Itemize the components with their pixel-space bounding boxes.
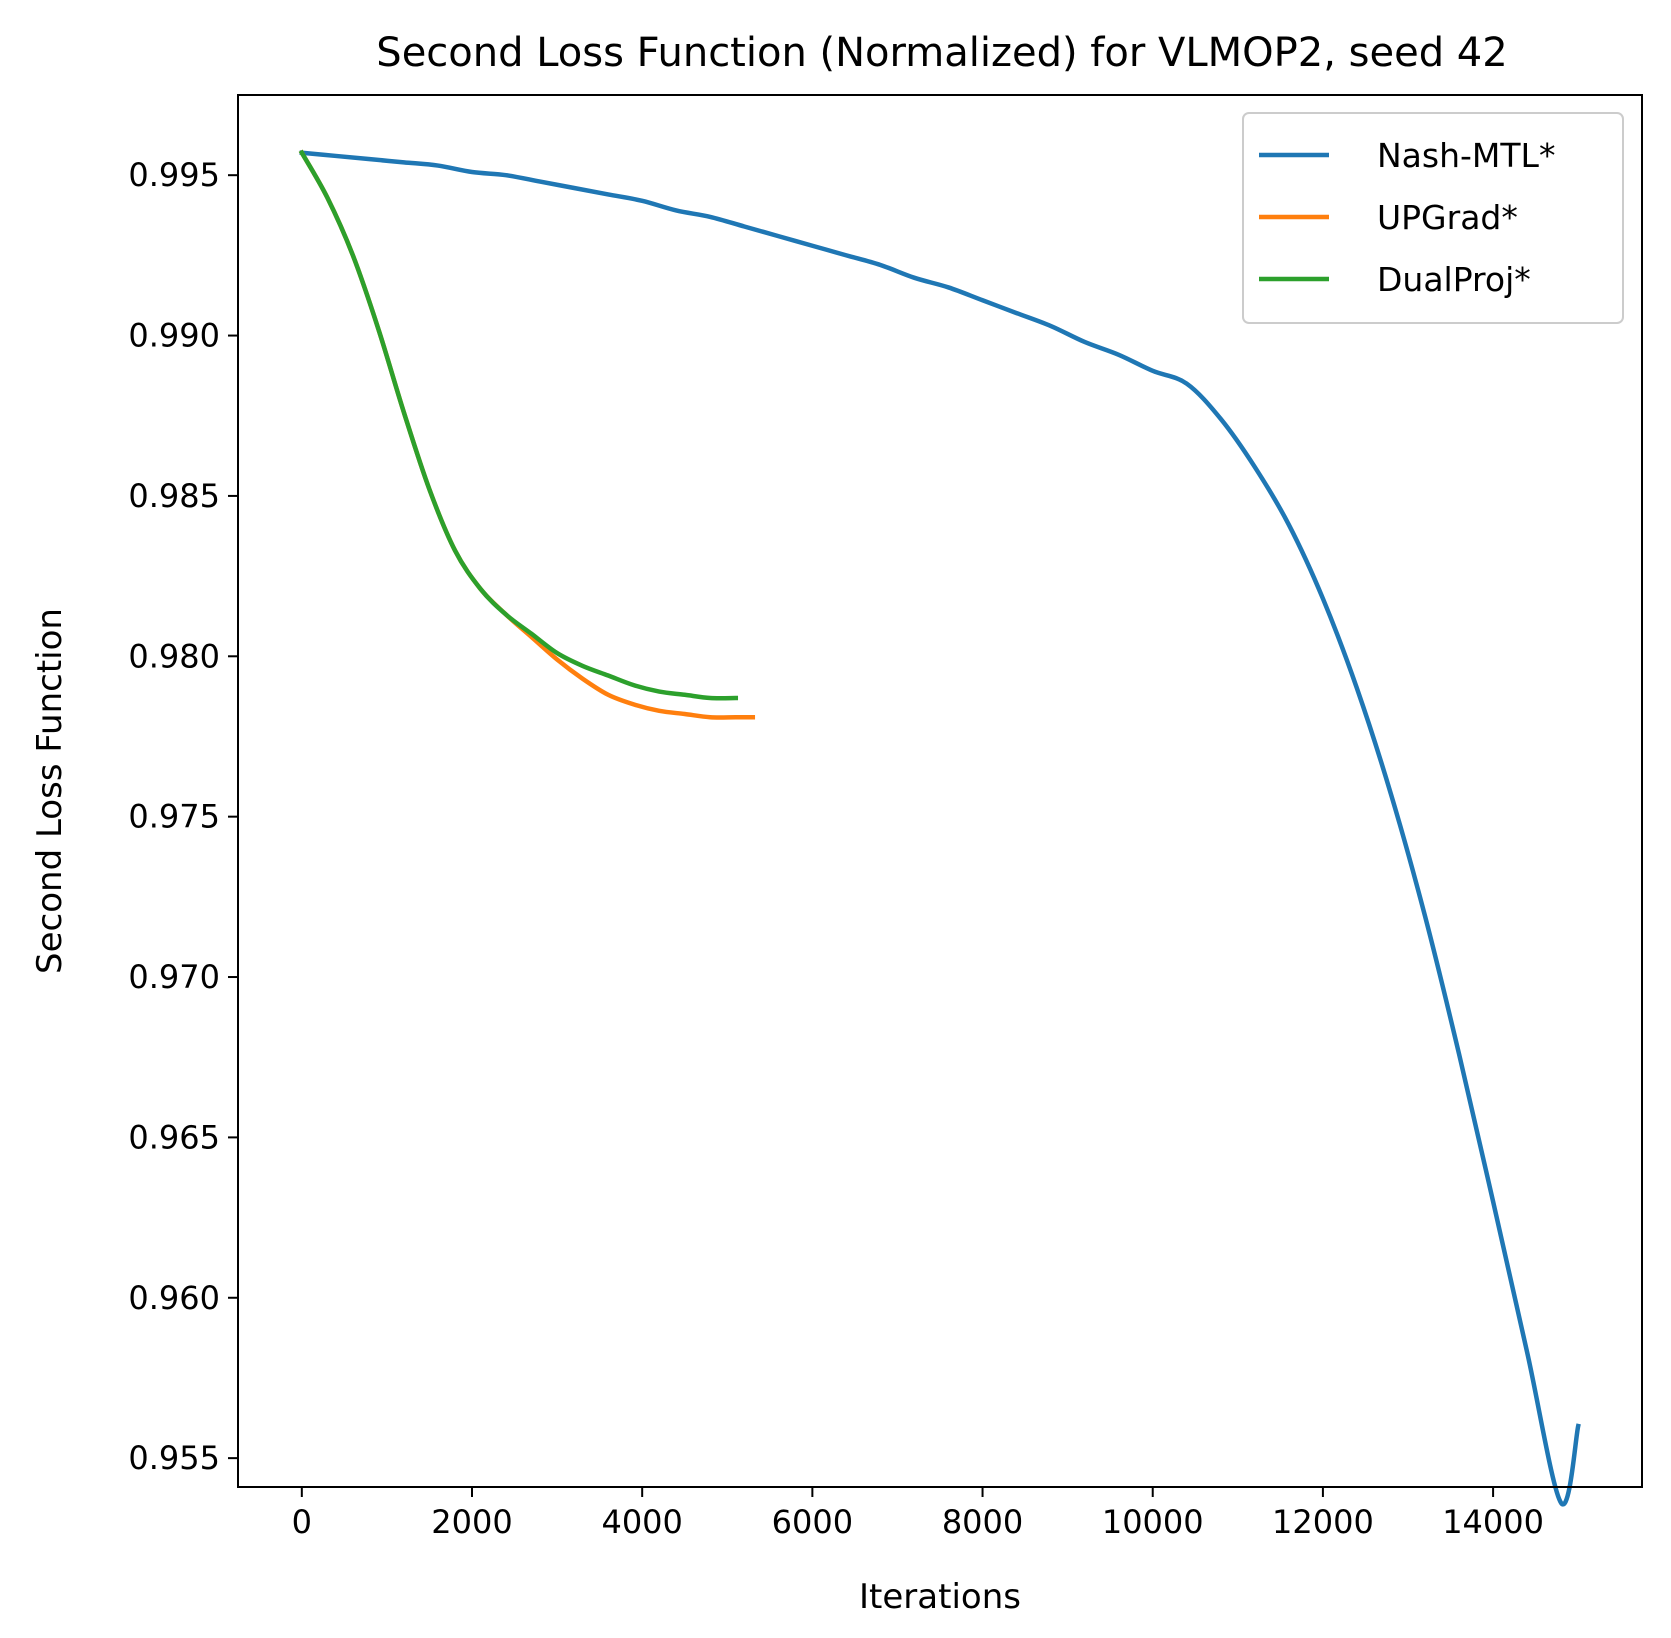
x-tick-label: 10000: [1102, 1503, 1204, 1541]
plot-frame: [237, 94, 1643, 1488]
y-tick-label: 0.980: [128, 637, 220, 675]
legend: Nash-MTL* UPGrad* DualProj*: [1242, 112, 1624, 324]
y-tick-label: 0.970: [128, 958, 220, 996]
y-tick-label: 0.960: [128, 1279, 220, 1317]
x-tick-label: 4000: [601, 1503, 682, 1541]
y-tick-label: 0.975: [128, 798, 220, 836]
x-tick-label: 14000: [1442, 1503, 1544, 1541]
x-tick-label: 0: [292, 1503, 312, 1541]
y-tick-label: 0.965: [128, 1118, 220, 1156]
x-tick-label: 2000: [431, 1503, 512, 1541]
legend-label: UPGrad*: [1377, 198, 1518, 237]
series-line-0: [299, 150, 1581, 1507]
x-tick-label: 8000: [942, 1503, 1023, 1541]
chart-title: Second Loss Function (Normalized) for VL…: [376, 30, 1507, 76]
series-line-2: [298, 149, 739, 701]
legend-box: [1242, 112, 1624, 324]
y-axis: 0.955 0.960 0.965 0.970 0.975 0.980 0.985 0.990…: [128, 156, 238, 1477]
x-tick-label: 6000: [772, 1503, 853, 1541]
x-axis: 0 2000 4000 6000 8000 10000 12000 14000: [292, 1487, 1544, 1541]
legend-label: DualProj*: [1377, 260, 1531, 299]
y-axis-label: Second Loss Function: [30, 608, 70, 974]
x-axis-label: Iterations: [859, 1577, 1021, 1617]
x-tick-label: 12000: [1272, 1503, 1374, 1541]
y-tick-label: 0.955: [128, 1439, 220, 1477]
y-tick-label: 0.985: [128, 477, 220, 515]
legend-label: Nash-MTL*: [1377, 136, 1555, 175]
y-tick-label: 0.995: [128, 156, 220, 194]
y-tick-label: 0.990: [128, 317, 220, 355]
plot-lines: [298, 149, 1581, 1507]
